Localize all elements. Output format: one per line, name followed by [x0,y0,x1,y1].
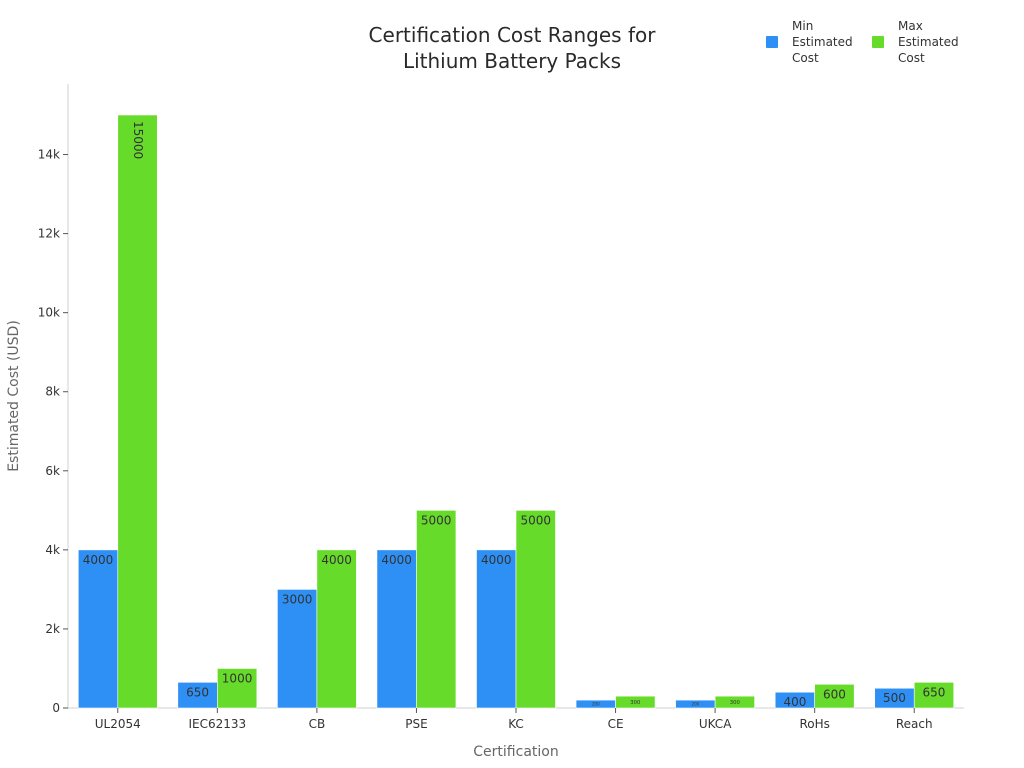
y-tick-label: 8k [45,385,60,399]
data-label-max-iec62133: 1000 [222,671,253,685]
bar-max-reach [913,682,955,709]
y-tick-label: 0 [52,701,60,715]
x-axis-ticks: UL2054 IEC62133 CB PSE KC CE UKCA RoHs Reach [95,708,933,731]
y-axis-title: Estimated Cost (USD) [6,320,22,472]
data-label-min-ukca: 200 [692,701,700,706]
bar-max-cb [316,549,357,709]
y-tick-label: 6k [45,464,60,478]
data-label-max-kc: 5000 [520,513,551,527]
y-tick-label: 4k [45,543,60,557]
bar-min-cb [277,589,318,709]
y-tick-label: 10k [38,306,60,320]
bar-max-ul2054 [117,114,158,709]
legend-label-min-line-2: Estimated [792,35,853,49]
x-tick-label-cb: CB [309,717,326,731]
y-tick-label: 2k [45,622,60,636]
x-tick-label-reach: Reach [896,717,933,731]
bar-min-kc [476,549,517,709]
bar-max-ce [615,695,656,709]
data-label-max-cb: 4000 [321,553,352,567]
x-tick-label-pse: PSE [405,717,427,731]
data-label-max-pse: 5000 [421,513,452,527]
data-label-min-ul2054: 4000 [83,553,114,567]
data-label-min-pse: 4000 [381,553,412,567]
data-label-min-reach: 500 [883,691,906,705]
data-label-min-kc: 4000 [481,553,512,567]
x-tick-label-rohs: RoHs [799,717,829,731]
data-label-min-cb: 3000 [282,592,313,606]
y-tick-label: 12k [38,227,60,241]
bar-max-ukca [714,695,755,709]
legend: Min Estimated Cost Max Estimated Cost [766,19,959,65]
bar-max-iec62133 [217,668,258,709]
data-label-max-ul2054: 15000 [131,121,145,159]
bar-max-rohs [814,683,855,709]
x-tick-label-ukca: UKCA [699,717,732,731]
legend-label-max-line-1: Max [898,19,923,33]
data-label-min-iec62133: 650 [186,685,209,699]
data-label-max-ce: 300 [630,700,641,706]
x-tick-label-ce: CE [608,717,624,731]
legend-swatch-max [872,36,884,48]
x-tick-label-iec62133: IEC62133 [188,717,246,731]
data-label-max-rohs: 600 [823,687,846,701]
bar-max-kc [515,510,556,709]
bar-min-pse [376,549,417,709]
y-tick-label: 14k [38,148,60,162]
data-label-min-ce: 200 [592,701,600,706]
legend-label-max-line-3: Cost [898,51,925,65]
x-tick-label-ul2054: UL2054 [95,717,141,731]
x-tick-label-kc: KC [508,717,524,731]
data-label-max-ukca: 300 [730,700,741,706]
bars: 4000 15000 650 1000 3000 4000 4000 5000 4000 5000… [77,114,955,709]
legend-swatch-min [766,36,778,48]
bar-min-ul2054 [77,549,119,709]
legend-label-min-line-3: Cost [792,51,819,65]
data-label-min-rohs: 400 [783,695,806,709]
data-label-max-reach: 650 [923,685,946,699]
y-axis-ticks: 0 2k 4k 6k 8k 10k 12k 14k [38,148,68,715]
legend-label-min-line-1: Min [792,19,813,33]
chart-title-line-2: Lithium Battery Packs [403,49,621,73]
chart-title-line-1: Certification Cost Ranges for [369,23,657,47]
legend-label-max-line-2: Estimated [898,35,959,49]
bar-max-pse [416,510,457,709]
x-axis-title: Certification [473,744,558,760]
